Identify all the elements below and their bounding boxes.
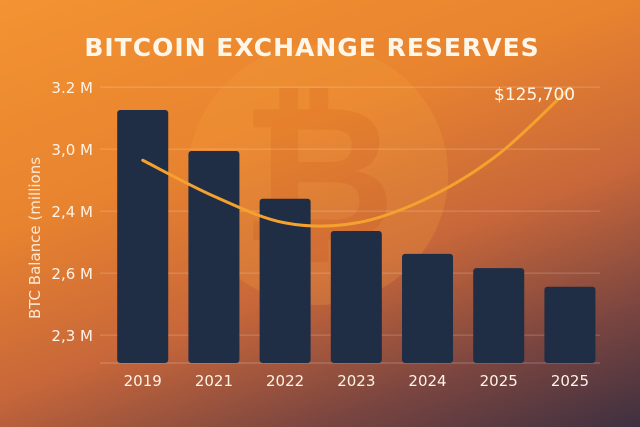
price-line xyxy=(141,86,572,228)
y-tick-label: 2,3 M xyxy=(51,327,93,345)
bar xyxy=(473,268,525,363)
x-tick-label: 2024 xyxy=(408,372,446,390)
bar xyxy=(402,253,454,363)
x-tick-label: 2025 xyxy=(480,372,518,390)
x-tick-label: 2023 xyxy=(337,372,375,390)
y-tick-label: 2,6 M xyxy=(51,265,93,283)
x-tick-label: 2021 xyxy=(195,372,233,390)
bar xyxy=(544,286,596,363)
price-annotation: $125,700 xyxy=(494,85,575,105)
bar xyxy=(188,150,240,363)
x-tick-label: 2022 xyxy=(266,372,304,390)
y-tick-label: 3.2 M xyxy=(51,79,93,97)
y-axis-label: BTC Balance (millions xyxy=(26,157,44,319)
y-tick-label: 3,0 M xyxy=(51,141,93,159)
x-tick-label: 2025 xyxy=(551,372,589,390)
bar xyxy=(117,110,169,363)
bar xyxy=(259,198,311,363)
x-tick-label: 2019 xyxy=(124,372,162,390)
bar xyxy=(330,230,382,363)
y-tick-label: 2,4 M xyxy=(51,203,93,221)
chart-title: BITCOIN EXCHANGE RESERVES xyxy=(84,33,539,62)
